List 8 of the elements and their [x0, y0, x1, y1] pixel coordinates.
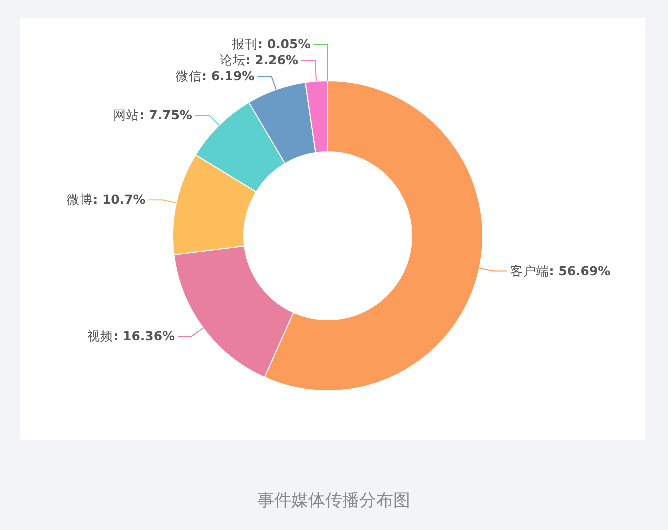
data-label: : 6.19% [202, 68, 256, 84]
data-label: : 10.7% [93, 192, 146, 208]
text: 事件媒体传播分布图 [258, 491, 410, 511]
data-label: : 2.26% [246, 52, 299, 68]
data-label: : 56.69% [549, 263, 612, 278]
data-label: : 7.75% [140, 108, 193, 123]
data-label: : 16.36% [114, 328, 176, 344]
data-label: : 0.05% [258, 36, 312, 52]
